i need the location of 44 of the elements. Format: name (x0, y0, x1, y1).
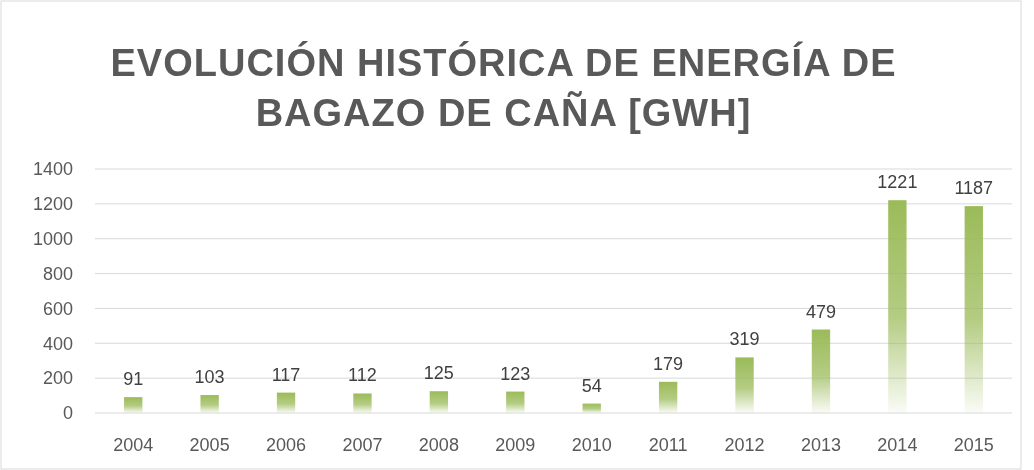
x-tick-label: 2011 (648, 435, 688, 455)
bar (735, 357, 754, 413)
data-label: 91 (123, 369, 144, 390)
y-tick-label: 600 (42, 298, 73, 319)
y-tick-label: 200 (42, 368, 73, 389)
data-label: 123 (500, 363, 531, 384)
data-label: 125 (423, 363, 454, 384)
chart-title: EVOLUCIÓN HISTÓRICA DE ENERGÍA DE BAGAZO DE CAÑA [GWH] (110, 41, 897, 134)
data-label: 479 (805, 301, 836, 322)
x-tick-label: 2010 (571, 435, 612, 455)
bar (506, 391, 525, 413)
bar (200, 395, 219, 413)
x-tick-label: 2015 (953, 435, 994, 455)
x-tick-label: 2004 (113, 435, 154, 455)
bar (276, 392, 296, 413)
bar (124, 397, 143, 413)
y-tick-label: 800 (42, 263, 73, 284)
bar (964, 206, 983, 413)
x-tick-label: 2012 (724, 435, 765, 455)
x-tick-label: 2008 (418, 435, 459, 455)
data-label: 319 (729, 329, 760, 350)
x-tick-label: 2014 (877, 435, 918, 455)
x-tick-label: 2007 (342, 435, 383, 455)
data-label: 112 (348, 365, 377, 386)
y-tick-label: 0 (62, 403, 73, 424)
y-tick-label: 1400 (32, 159, 73, 180)
x-tick-label: 2013 (800, 435, 841, 455)
bar (888, 200, 907, 413)
bar (811, 329, 831, 413)
y-tick-label: 1200 (32, 194, 73, 215)
data-label: 54 (581, 375, 602, 396)
bar (353, 393, 372, 413)
data-label: 103 (194, 367, 225, 388)
x-tick-label: 2005 (189, 435, 230, 455)
bar (658, 381, 678, 413)
bar (429, 391, 449, 413)
x-tick-label: 2006 (266, 435, 307, 455)
y-tick-label: 400 (42, 333, 73, 354)
data-label: 1187 (954, 178, 994, 199)
data-label: 179 (653, 353, 684, 374)
y-tick-label: 1000 (32, 229, 73, 250)
data-label: 117 (271, 364, 301, 385)
x-tick-label: 2009 (495, 435, 536, 455)
data-label: 1221 (877, 172, 918, 193)
